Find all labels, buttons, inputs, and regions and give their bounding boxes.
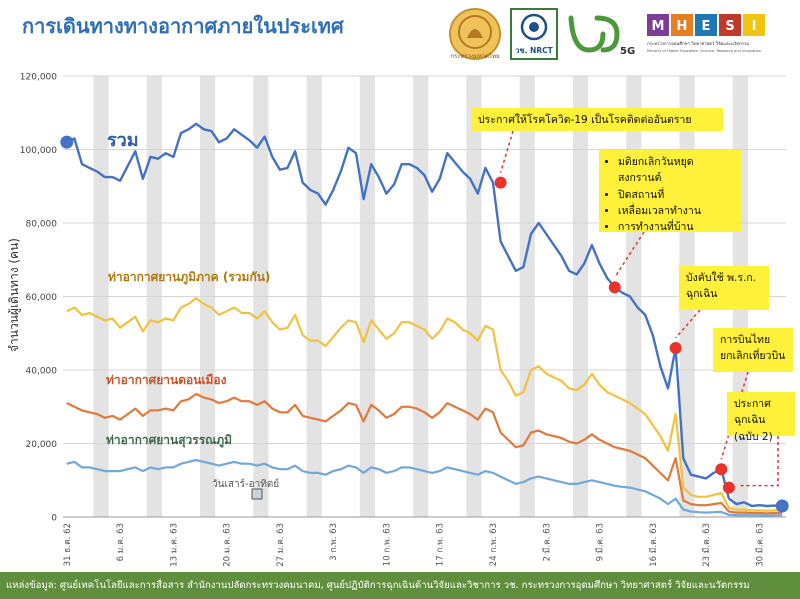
gridlines bbox=[63, 75, 786, 518]
x-tick-label: 23 มี.ค. 63 bbox=[701, 523, 712, 567]
callout-leader bbox=[738, 436, 779, 487]
callout-emergency-2-text: ประกาศฉุกเฉิน (ฉบับ 2) bbox=[734, 398, 773, 443]
y-tick-label: 60,000 bbox=[26, 293, 58, 303]
callout-measure-item: การทำงานที่บ้าน bbox=[618, 219, 734, 235]
x-tick-label: 20 ม.ค. 63 bbox=[223, 523, 233, 567]
callout-emergency-decree-text: บังคับใช้ พ.ร.ก. ฉุกเฉิน bbox=[686, 272, 757, 301]
y-tick-label: 120,000 bbox=[20, 73, 57, 83]
y-tick-label: 80,000 bbox=[26, 220, 58, 230]
callout-emergency-2: ประกาศฉุกเฉิน (ฉบับ 2) bbox=[727, 392, 795, 443]
nrct-logo-icon: วช. NRCT bbox=[510, 8, 558, 60]
callout-leader bbox=[499, 130, 514, 173]
series-end-point bbox=[775, 499, 789, 513]
5g-logo-icon: 5G bbox=[568, 15, 635, 57]
svg-text:S: S bbox=[725, 19, 734, 34]
x-tick-label: 10 ก.พ. 63 bbox=[382, 523, 392, 566]
callout-measure-item: เหลื่อมเวลาทำงาน bbox=[618, 203, 734, 219]
x-axis-ticks: 31 ธ.ค. 62 6 ม.ค. 63 13 ม.ค. 63 20 ม.ค. 63 2… bbox=[63, 523, 766, 567]
callout-measure-item: ปิดสถานที่ bbox=[618, 187, 734, 203]
svg-text:E: E bbox=[702, 19, 711, 34]
series-line-0 bbox=[66, 122, 783, 508]
series-label-0: รวม bbox=[107, 130, 139, 151]
y-axis-ticks: 0 20,000 40,000 60,000 80,000 100,000 120,000 bbox=[20, 73, 57, 524]
x-tick-label: 2 มี.ค. 63 bbox=[541, 523, 552, 561]
x-tick-label: 9 มี.ค. 63 bbox=[595, 523, 606, 561]
mhesi-logo-icon: M H E S I กระทรวงการอุดมศึกษา วิทยาศาสตร… bbox=[647, 14, 765, 53]
x-tick-label: 16 มี.ค. 63 bbox=[648, 523, 659, 567]
x-tick-label: 27 ม.ค. 63 bbox=[276, 523, 286, 567]
callout-thai-airways-text: การบินไทย ยกเลิกเที่ยวบิน bbox=[720, 334, 786, 363]
callout-thai-airways: การบินไทย ยกเลิกเที่ยวบิน bbox=[713, 328, 793, 372]
series-label-3: ท่าอากาศยานสุวรรณภูมิ bbox=[106, 433, 232, 448]
y-tick-label: 100,000 bbox=[20, 146, 57, 156]
y-tick-label: 40,000 bbox=[26, 367, 58, 377]
series-lines bbox=[60, 122, 789, 517]
source-footer: แหล่งข้อมูล: ศูนย์เทคโนโลยีและการสื่อสาร… bbox=[0, 572, 800, 599]
callout-leader bbox=[614, 231, 645, 278]
y-tick-label: 0 bbox=[51, 514, 57, 524]
page-title: การเดินทางทางอากาศภายในประเทศ bbox=[22, 14, 344, 38]
event-marker bbox=[715, 463, 728, 476]
weekend-legend: วันเสาร์-อาทิตย์ bbox=[212, 478, 279, 500]
callout-emergency-decree: บังคับใช้ พ.ร.ก. ฉุกเฉิน bbox=[679, 266, 769, 310]
x-tick-label: 24 ก.พ. 63 bbox=[489, 523, 499, 566]
callout-measures: มติยกเลิกวันหยุดสงกรานต์ ปิดสถานที่ เหลื… bbox=[599, 150, 741, 235]
series-label-2: ท่าอากาศยานดอนเมือง bbox=[106, 373, 227, 387]
x-tick-label: 13 ม.ค. 63 bbox=[169, 523, 179, 567]
series-line-3 bbox=[66, 458, 783, 517]
callout-leader bbox=[675, 309, 701, 339]
logo-strip: กระทรวงมหาดไทย วช. NRCT 5G M H E S I กระ… bbox=[449, 8, 765, 60]
x-tick-label: 31 ธ.ค. 62 bbox=[63, 523, 73, 566]
interior-seal-text: กระทรวงมหาดไทย bbox=[450, 52, 499, 60]
event-marker bbox=[494, 176, 507, 189]
ministry-of-interior-seal-icon: กระทรวงมหาดไทย bbox=[449, 8, 501, 60]
5g-logo-text: 5G bbox=[620, 46, 635, 57]
x-tick-label: 30 มี.ค. 63 bbox=[754, 523, 765, 567]
event-markers bbox=[494, 130, 779, 494]
callout-covid-declared-text: ประกาศให้โรคโควิด-19 เป็นโรคติดต่ออันตรา… bbox=[478, 114, 692, 126]
series-label-1: ท่าอากาศยานภูมิภาค (รวมกัน) bbox=[108, 270, 270, 285]
callout-measure-item: มติยกเลิกวันหยุดสงกรานต์ bbox=[618, 154, 734, 187]
x-tick-label: 6 ม.ค. 63 bbox=[116, 523, 126, 561]
mhesi-subtext-en: Ministry of Higher Education, Science, R… bbox=[647, 49, 761, 53]
event-marker bbox=[608, 281, 621, 294]
weekend-legend-swatch bbox=[251, 488, 263, 500]
mhesi-subtext: กระทรวงการอุดมศึกษา วิทยาศาสตร์ วิจัยและ… bbox=[647, 41, 749, 47]
callout-covid-declared: ประกาศให้โรคโควิด-19 เป็นโรคติดต่ออันตรา… bbox=[471, 108, 723, 131]
svg-text:I: I bbox=[752, 19, 757, 34]
x-tick-label: 17 ก.พ. 63 bbox=[436, 523, 446, 566]
nrct-logo-text: วช. NRCT bbox=[515, 46, 553, 55]
event-marker bbox=[722, 481, 735, 494]
series-line-1 bbox=[66, 297, 783, 512]
svg-text:H: H bbox=[677, 19, 688, 34]
event-marker bbox=[669, 341, 682, 354]
x-tick-label: 3 ก.พ. 63 bbox=[329, 523, 339, 561]
series-start-point bbox=[60, 135, 74, 149]
y-tick-label: 20,000 bbox=[26, 440, 58, 450]
series-line-2 bbox=[66, 392, 783, 515]
svg-text:M: M bbox=[652, 19, 665, 34]
y-axis-label: จำนวนผู้เดินทาง (คน) bbox=[7, 238, 22, 352]
weekend-legend-label: วันเสาร์-อาทิตย์ bbox=[212, 478, 279, 490]
